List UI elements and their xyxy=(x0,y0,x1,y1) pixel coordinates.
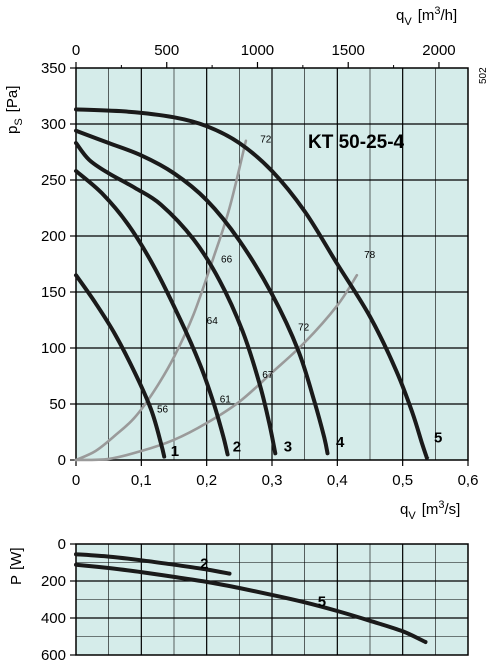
power-curves xyxy=(74,552,428,644)
power-axis-ticks: 0 200 400 600 xyxy=(41,536,76,662)
power-axis-title: P [W] xyxy=(8,547,25,585)
y-tick-label: 100 xyxy=(41,340,66,357)
curve-label-4: 4 xyxy=(336,434,345,451)
x-tick-label: 0,3 xyxy=(262,472,283,489)
x2-tick-label: 1000 xyxy=(241,42,274,59)
power-axis-unit: [W] xyxy=(8,547,25,570)
power-curve-label-2: 2 xyxy=(200,555,208,572)
power-curve-5 xyxy=(74,562,428,644)
y-tick-label: 200 xyxy=(41,228,66,245)
x2-tick-label: 1500 xyxy=(332,42,365,59)
efficiency-label: 56 xyxy=(157,404,169,415)
chart-title: KT 50-25-4 xyxy=(308,132,405,153)
x-tick-label: 0,1 xyxy=(131,472,152,489)
efficiency-curve xyxy=(74,139,248,462)
efficiency-label: 66 xyxy=(221,254,233,265)
power-curve-2 xyxy=(74,552,232,576)
bottom-axis-q: q xyxy=(400,501,408,518)
top-axis-unit-end: /h] xyxy=(440,7,457,24)
fan-curve-5-tail xyxy=(425,456,431,462)
top-axis-unit: [m xyxy=(418,7,435,24)
fan-curves xyxy=(74,107,431,462)
fan-curve-3 xyxy=(74,141,278,456)
curve-label-3: 3 xyxy=(284,439,292,456)
power-curve-label-5: 5 xyxy=(318,593,326,610)
y-tick-label: 350 xyxy=(41,60,66,77)
x-tick-label: 0,5 xyxy=(392,472,413,489)
curve-label-1: 1 xyxy=(171,443,179,460)
top-axis-q: q xyxy=(396,7,404,24)
bottom-axis-unit-end: /s] xyxy=(444,501,460,518)
efficiency-curve xyxy=(74,273,359,462)
bottom-axis-sup: 3 xyxy=(438,499,444,511)
x-tick-label: 0,6 xyxy=(458,472,479,489)
x-tick-label: 0 xyxy=(72,472,80,489)
power-y-tick-label: 200 xyxy=(41,573,66,590)
x2-tick-label: 500 xyxy=(154,42,179,59)
left-axis-sub: S xyxy=(13,118,25,125)
efficiency-label: 78 xyxy=(364,250,376,261)
efficiency-label: 64 xyxy=(207,316,219,327)
y-tick-label: 150 xyxy=(41,284,66,301)
y-tick-label: 50 xyxy=(49,396,66,413)
curve-label-5: 5 xyxy=(434,430,442,447)
efficiency-label: 61 xyxy=(220,394,232,405)
power-axis-p: P xyxy=(8,575,25,585)
power-grid xyxy=(76,544,468,655)
bottom-axis-title: qV [m3/s] xyxy=(400,499,460,522)
power-y-tick-label: 0 xyxy=(58,536,66,553)
curve-labels: 1 2 3 4 5 72 66 64 56 61 67 72 78 xyxy=(157,135,442,460)
efficiency-label: 72 xyxy=(298,323,310,334)
y-tick-label: 0 xyxy=(58,452,66,469)
x-tick-label: 0,2 xyxy=(196,472,217,489)
bottom-axis-unit: [m xyxy=(422,501,439,518)
y-tick-label: 250 xyxy=(41,172,66,189)
y-tick-label: 300 xyxy=(41,116,66,133)
top-axis-sub: V xyxy=(404,16,412,28)
fan-curve-2 xyxy=(74,169,230,457)
fan-curve-1 xyxy=(74,273,167,459)
efficiency-curves xyxy=(74,139,359,462)
power-y-tick-label: 400 xyxy=(41,610,66,627)
x-tick-label: 0,4 xyxy=(327,472,348,489)
top-axis-title: qV [m3/h] xyxy=(396,5,457,28)
left-axis-p: p xyxy=(4,126,21,134)
left-axis-title: pS [Pa] xyxy=(4,86,25,134)
side-code: 502 xyxy=(478,67,489,84)
left-axis-unit: [Pa] xyxy=(4,86,21,113)
fan-curve-4 xyxy=(74,128,330,456)
power-y-tick-label: 600 xyxy=(41,647,66,662)
efficiency-label: 67 xyxy=(262,370,274,381)
x2-tick-label: 0 xyxy=(72,42,80,59)
efficiency-label: 72 xyxy=(260,135,272,146)
fan-curve-5 xyxy=(74,107,429,460)
bottom-axis-sub: V xyxy=(408,510,416,522)
x2-tick-label: 2000 xyxy=(422,42,455,59)
main-axis-ticks: 0 0,1 0,2 0,3 0,4 0,5 0,6050100150200250300350… xyxy=(41,42,478,489)
curve-label-2: 2 xyxy=(233,439,241,456)
top-axis-sup: 3 xyxy=(434,5,440,17)
power-curve-labels: 25 xyxy=(200,555,326,610)
